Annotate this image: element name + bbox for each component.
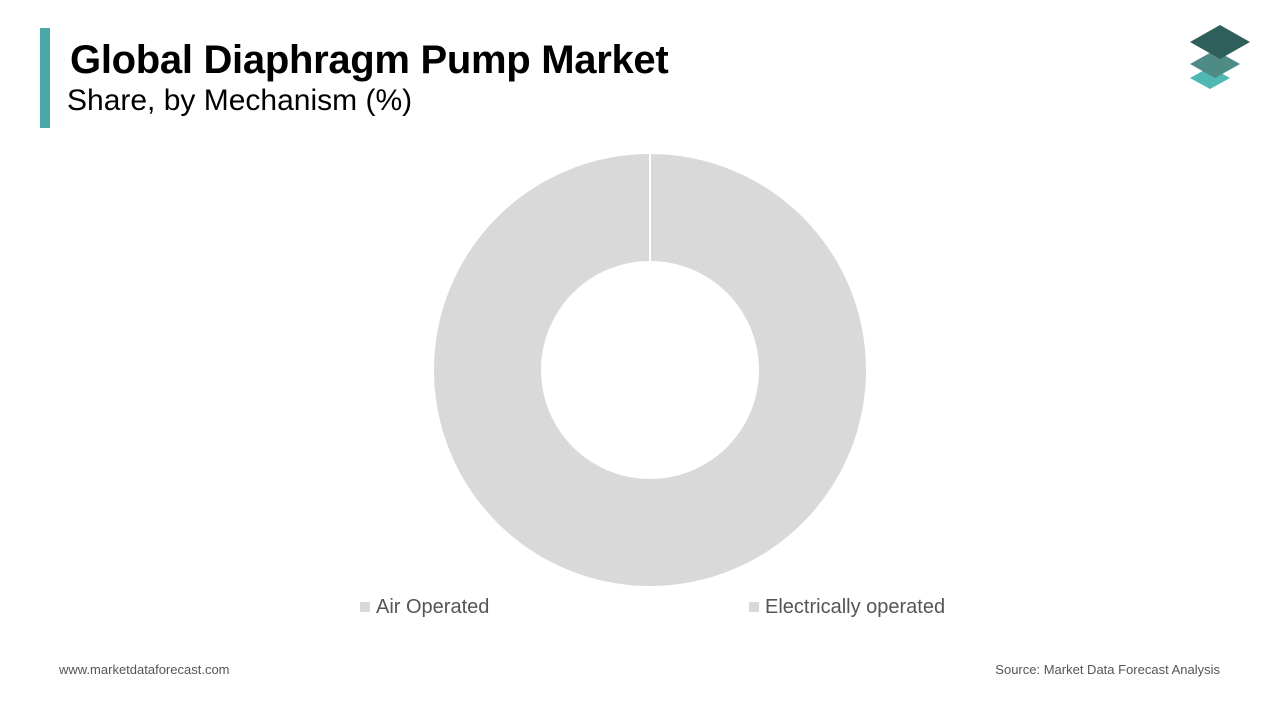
legend-item-electrically-operated[interactable]: Electrically operated <box>749 594 945 620</box>
source-note: Source: Market Data Forecast Analysis <box>995 662 1220 677</box>
donut-chart <box>420 140 880 600</box>
layered-diamond-logo-icon <box>1186 22 1254 92</box>
chart-subtitle: Share, by Mechanism (%) <box>67 84 413 117</box>
title-accent-bar <box>40 28 50 128</box>
donut-chart-svg <box>434 154 866 586</box>
logo-layer-top <box>1190 25 1250 59</box>
donut-slice-electrically-operated[interactable] <box>434 154 866 586</box>
legend-swatch <box>360 602 370 612</box>
legend-item-air-operated[interactable]: Air Operated <box>360 594 489 620</box>
chart-title: Global Diaphragm Pump Market <box>70 38 669 82</box>
website-link[interactable]: www.marketdataforecast.com <box>59 662 230 677</box>
legend-swatch <box>749 602 759 612</box>
legend-label: Air Operated <box>376 595 490 618</box>
legend-label: Electrically operated <box>765 595 946 618</box>
logo-layer-middle <box>1190 50 1240 78</box>
